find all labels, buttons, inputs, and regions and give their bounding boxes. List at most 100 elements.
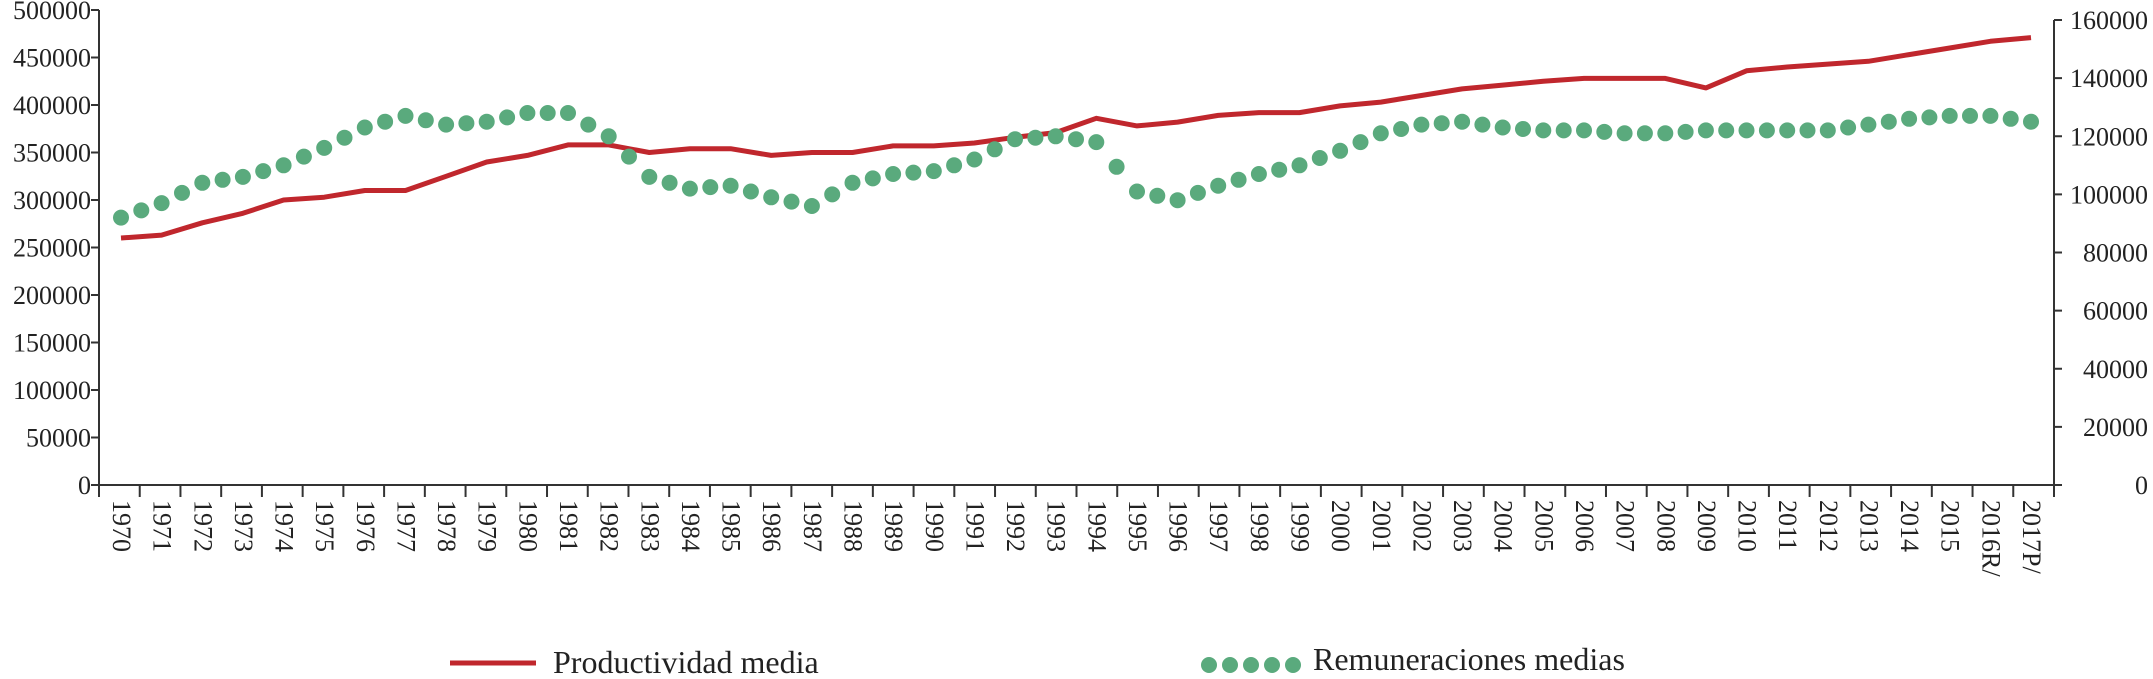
left-axis-tick-label: 200000 <box>13 281 91 310</box>
data-point <box>1636 125 1653 142</box>
x-axis-tick-label: 2012 <box>1814 500 1843 552</box>
data-point <box>1535 122 1552 139</box>
data-point <box>234 168 251 185</box>
data-point <box>1555 122 1572 139</box>
x-axis-tick-label: 2011 <box>1773 500 1802 551</box>
data-point <box>356 119 373 136</box>
data-point <box>1982 107 1999 124</box>
x-axis-tick-label: 1973 <box>229 500 258 552</box>
data-point <box>438 116 455 133</box>
data-point <box>844 174 861 191</box>
data-point <box>946 157 963 174</box>
right-axis-tick-label: 20000 <box>2083 413 2148 442</box>
data-point <box>1860 116 1877 133</box>
data-point <box>2002 110 2019 127</box>
x-axis-tick-label: 1971 <box>148 500 177 552</box>
x-axis-tick-label: 1981 <box>554 500 583 552</box>
data-point <box>702 179 719 196</box>
data-point <box>1108 158 1125 175</box>
data-point <box>742 183 759 200</box>
x-axis-tick-label: 1979 <box>473 500 502 552</box>
data-point <box>1149 187 1166 204</box>
x-axis-tick-label: 1987 <box>798 500 827 552</box>
legend-label-productividad: Productividad media <box>553 644 819 679</box>
data-point <box>336 129 353 146</box>
data-point <box>824 186 841 203</box>
x-axis-tick-label: 1976 <box>351 500 380 552</box>
data-point <box>1210 177 1227 194</box>
x-axis-tick-label: 2014 <box>1895 500 1924 552</box>
data-point <box>1718 122 1735 139</box>
right-axis-tick-label: 80000 <box>2083 239 2148 268</box>
data-point <box>539 105 556 121</box>
x-axis-tick-label: 1994 <box>1082 500 1111 552</box>
data-point <box>1819 122 1836 139</box>
data-point <box>1250 166 1267 182</box>
x-axis-tick-label: 1993 <box>1042 500 1071 552</box>
data-point <box>722 177 739 194</box>
data-point <box>1657 125 1674 142</box>
legend-label-remuneraciones: Remuneraciones medias <box>1313 641 1625 677</box>
x-axis-tick-label: 1975 <box>310 500 339 552</box>
x-axis-tick-label: 1986 <box>757 500 786 552</box>
data-point <box>1433 115 1450 132</box>
x-axis-tick-label: 1997 <box>1204 500 1233 552</box>
data-point <box>153 195 170 212</box>
x-axis-tick-label: 1972 <box>188 500 217 552</box>
data-point <box>864 170 881 187</box>
x-axis: 1970 1971 1972 1973 1974 1975 1976 1977 1978 1979… <box>98 484 2055 577</box>
data-point <box>174 184 190 201</box>
x-axis-tick-label: 1992 <box>1001 500 1030 552</box>
data-point <box>113 209 129 226</box>
left-axis-tick-label: 300000 <box>13 186 91 215</box>
data-point <box>458 115 475 132</box>
x-axis-tick-label: 2003 <box>1448 500 1477 552</box>
data-point <box>1515 121 1531 137</box>
x-axis-tick-label: 1991 <box>960 500 989 552</box>
x-axis-tick-label: 1978 <box>432 500 461 552</box>
x-axis-tick-label: 2016R/ <box>1976 500 2005 577</box>
left-axis-tick-label: 100000 <box>13 376 91 405</box>
right-axis-tick-label: 60000 <box>2083 297 2148 326</box>
x-axis-tick-label: 2004 <box>1489 500 1518 552</box>
data-point <box>1413 116 1430 133</box>
data-point <box>1576 122 1592 139</box>
data-point <box>803 198 820 214</box>
data-point <box>1616 125 1633 142</box>
data-point <box>1941 107 1958 124</box>
x-axis-tick-label: 2005 <box>1529 500 1558 552</box>
data-point <box>1840 119 1857 136</box>
data-point <box>1697 122 1714 139</box>
data-point <box>1880 113 1897 130</box>
x-axis-tick-label: 1980 <box>513 500 542 552</box>
left-axis-tick-label: 400000 <box>13 91 91 120</box>
left-axis-tick-label: 150000 <box>13 329 91 358</box>
data-point <box>255 163 272 180</box>
data-point <box>966 151 983 168</box>
right-axis-tick-label: 40000 <box>2083 355 2148 384</box>
data-point <box>1352 134 1369 151</box>
data-point <box>905 164 922 181</box>
right-axis-tick-label: 160000 <box>2070 6 2148 35</box>
data-point <box>1291 157 1308 174</box>
data-point <box>783 193 800 210</box>
x-axis-tick-label: 1998 <box>1245 500 1274 552</box>
data-point <box>580 116 597 133</box>
data-point <box>1921 109 1938 126</box>
data-point <box>295 148 312 165</box>
x-axis-tick-label: 2000 <box>1326 500 1355 552</box>
x-axis-tick-label: 2008 <box>1651 500 1680 552</box>
data-point <box>499 109 516 126</box>
x-axis-tick-label: 1999 <box>1286 500 1315 552</box>
x-axis-tick-label: 1974 <box>270 500 299 552</box>
x-axis-tick-label: 1988 <box>838 500 867 552</box>
data-point <box>519 105 536 121</box>
data-point <box>1962 107 1978 124</box>
x-axis-tick-label: 2013 <box>1854 500 1883 552</box>
x-axis-tick-label: 2007 <box>1611 500 1640 552</box>
data-point <box>1474 116 1491 133</box>
data-point <box>661 174 678 191</box>
data-point <box>2023 113 2039 130</box>
data-point <box>885 166 902 182</box>
